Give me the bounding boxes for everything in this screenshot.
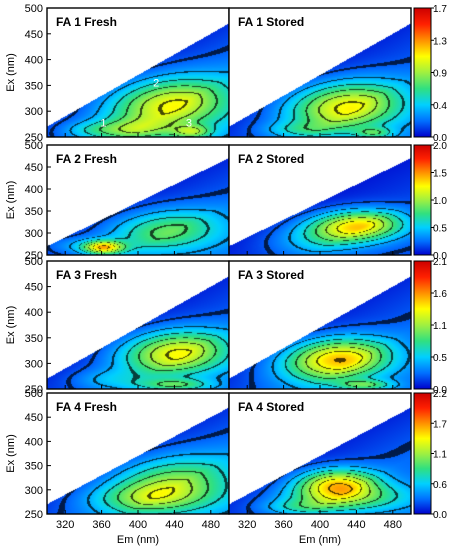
y-tick-label: 400: [25, 184, 43, 196]
colorbar-tick-label: 1.7: [433, 4, 447, 15]
colorbar-tick-label: 0.0: [433, 510, 447, 521]
colorbar-tick-label: 1.5: [433, 169, 447, 180]
y-tick-label: 300: [25, 106, 43, 118]
peak-label: 1: [100, 118, 106, 130]
colorbar-tick-label: 2.1: [433, 257, 447, 268]
heatmap-image: [229, 8, 411, 137]
colorbar-tick-label: 1.0: [433, 196, 447, 207]
panel-title: FA 2 Stored: [238, 152, 304, 166]
y-tick-label: 350: [25, 206, 43, 218]
colorbar-row-1: 0.0 0.4 0.9 1.3 1.7: [413, 4, 447, 144]
colorbar-tick-label: 1.7: [433, 419, 447, 430]
heatmap-image: [229, 393, 411, 514]
y-tick-label: 400: [25, 436, 43, 448]
panel-title: FA 4 Stored: [238, 400, 304, 414]
heatmap-image: [47, 393, 229, 514]
x-tick-label: 400: [311, 519, 329, 531]
panel-title: FA 2 Fresh: [56, 152, 117, 166]
colorbar-tick-label: 0.9: [433, 69, 447, 80]
x-tick-label: 360: [274, 519, 292, 531]
colorbar-tick-label: 1.6: [433, 289, 447, 300]
colorbar: [413, 144, 432, 256]
x-tick-label: 440: [165, 519, 183, 531]
peak-label: 2: [153, 78, 159, 90]
colorbar-tick-label: 2.2: [433, 389, 447, 400]
panel-3-fresh: FA 3 Fresh 250 300 350 400 450 500 Ex (nm): [5, 256, 230, 396]
x-tick-label: 400: [129, 519, 147, 531]
y-tick-label: 400: [25, 307, 43, 319]
y-axis-label: Ex (nm): [5, 53, 17, 92]
heatmap-image: [47, 8, 229, 137]
y-tick-label: 450: [25, 282, 43, 294]
heatmap-image: [229, 261, 411, 389]
y-tick-label: 350: [25, 80, 43, 92]
y-tick-label: 300: [25, 228, 43, 240]
y-tick-label: 450: [25, 162, 43, 174]
x-axis-label: Em (nm): [299, 534, 341, 546]
colorbar-tick-label: 0.6: [433, 480, 447, 491]
panel-title: FA 1 Fresh: [56, 15, 117, 29]
colorbar-tick-label: 1.1: [433, 450, 447, 461]
panel-4-stored: FA 4 Stored: [228, 392, 412, 515]
heatmap-image: [47, 261, 229, 389]
y-tick-label: 400: [25, 55, 43, 67]
y-axis-label: Ex (nm): [5, 181, 17, 220]
y-axis-label: Ex (nm): [5, 306, 17, 345]
y-tick-label: 500: [25, 140, 43, 152]
colorbar-row-3: 0.0 0.5 1.1 1.6 2.1: [413, 257, 447, 396]
y-axis-label: Ex (nm): [5, 434, 17, 473]
y-tick-label: 500: [25, 256, 43, 268]
panel-title: FA 4 Fresh: [56, 400, 117, 414]
colorbar-row-4: 0.0 0.6 1.1 1.7 2.2: [413, 389, 447, 521]
y-tick-label: 350: [25, 333, 43, 345]
panel-3-stored: FA 3 Stored: [228, 260, 412, 390]
heatmap-image: [229, 145, 411, 255]
panel-1-stored: FA 1 Stored: [228, 7, 412, 138]
colorbar: [413, 392, 432, 515]
colorbar: [413, 7, 432, 138]
panel-2-fresh: FA 2 Fresh 250 300 350 400 450 500 Ex (nm): [5, 140, 230, 262]
colorbar-tick-label: 0.4: [433, 101, 447, 112]
y-tick-label: 500: [25, 3, 43, 15]
x-axis-label: Em (nm): [117, 534, 159, 546]
x-tick-label: 360: [92, 519, 110, 531]
panel-1-fresh: FA 1 Fresh 1 2 3 250 300 350 400 450 500 Ex (nm): [5, 3, 230, 144]
panel-title: FA 1 Stored: [238, 15, 304, 29]
colorbar-tick-label: 0.5: [433, 353, 447, 364]
panel-title: FA 3 Fresh: [56, 268, 117, 282]
colorbar-tick-label: 1.1: [433, 321, 447, 332]
y-tick-label: 250: [25, 250, 43, 262]
y-tick-label: 250: [25, 132, 43, 144]
y-tick-label: 350: [25, 461, 43, 473]
panel-4-fresh: FA 4 Fresh 250 300 350 400 450 500 Ex (nm): [5, 388, 230, 521]
x-tick-label: 440: [347, 519, 365, 531]
y-tick-label: 300: [25, 358, 43, 370]
panel-title: FA 3 Stored: [238, 268, 304, 282]
y-tick-label: 300: [25, 485, 43, 497]
colorbar-row-2: 0.0 0.5 1.0 1.5 2.0: [413, 141, 447, 262]
x-tick-label: 480: [384, 519, 402, 531]
x-tick-label: 320: [238, 519, 256, 531]
panel-2-stored: FA 2 Stored: [228, 144, 412, 256]
heatmap-image: [47, 145, 229, 255]
y-tick-label: 450: [25, 412, 43, 424]
colorbar-tick-label: 1.3: [433, 36, 447, 47]
y-tick-label: 500: [25, 388, 43, 400]
y-tick-label: 250: [25, 384, 43, 396]
colorbar-tick-label: 0.5: [433, 224, 447, 235]
y-tick-label: 450: [25, 29, 43, 41]
colorbar-tick-label: 0.0: [433, 385, 447, 396]
colorbar-tick-label: 0.0: [433, 251, 447, 262]
colorbar-tick-label: 0.0: [433, 133, 447, 144]
y-tick-label: 250: [25, 509, 43, 521]
colorbar: [413, 260, 432, 390]
colorbar-tick-label: 2.0: [433, 141, 447, 152]
x-tick-label: 480: [202, 519, 220, 531]
x-tick-label: 320: [56, 519, 74, 531]
peak-label: 3: [186, 118, 192, 130]
